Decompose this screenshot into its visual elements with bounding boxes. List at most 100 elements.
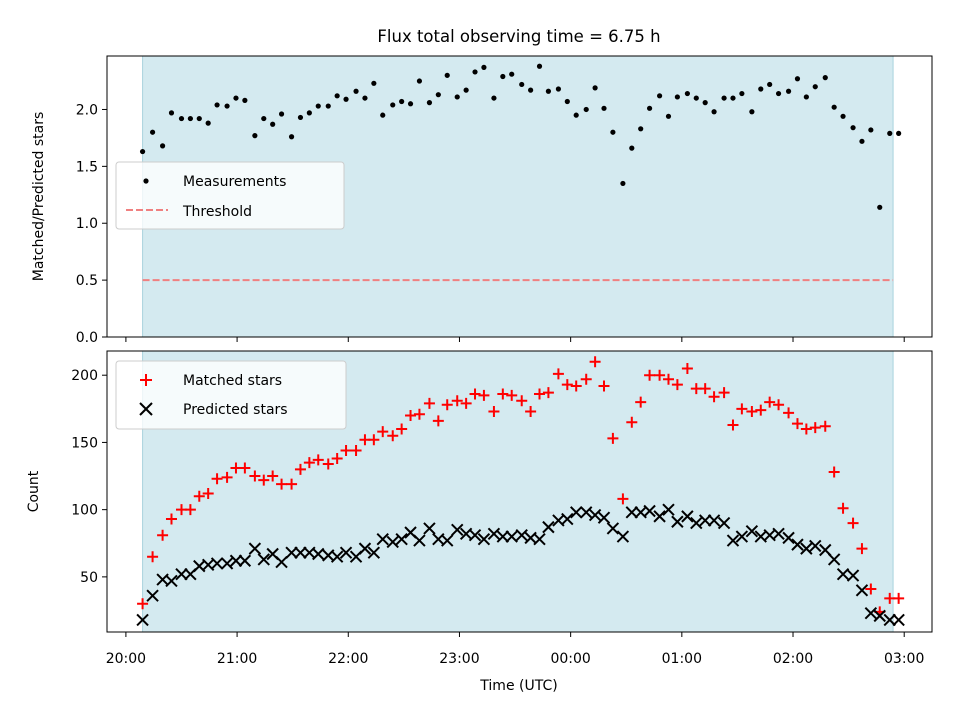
matched-point xyxy=(534,388,546,400)
predicted-point xyxy=(229,554,243,567)
measurement-point xyxy=(831,104,837,110)
matched-point xyxy=(211,473,223,485)
matched-point xyxy=(157,529,169,541)
predicted-point xyxy=(782,531,795,545)
matched-point xyxy=(699,383,711,395)
measurement-point xyxy=(380,112,386,118)
measurement-point xyxy=(371,80,377,86)
ratio-panel-axes: 0.0 0.5 1.0 1.5 2.0 xyxy=(76,56,905,346)
matched-point xyxy=(617,493,629,505)
measurement-point xyxy=(583,106,589,113)
measurement-point xyxy=(775,90,782,97)
y-tick-label: 1.0 xyxy=(76,216,98,232)
y-tick-label: 2.0 xyxy=(76,102,98,118)
predicted-point xyxy=(772,527,785,541)
measurement-point xyxy=(803,94,809,100)
matched-point xyxy=(736,403,748,415)
predicted-point xyxy=(745,524,759,538)
predicted-point xyxy=(505,530,518,543)
predicted-point xyxy=(312,547,325,561)
matched-point xyxy=(469,388,481,400)
x-tick-label: 00:00 xyxy=(550,651,590,667)
predicted-point xyxy=(883,613,896,627)
matched-point xyxy=(303,457,315,469)
predicted-point xyxy=(707,514,721,527)
matched-point xyxy=(662,373,674,385)
x-tick-label: 21:00 xyxy=(217,651,257,667)
measurement-point xyxy=(545,88,552,94)
measurement-point xyxy=(840,113,846,119)
measurement-point xyxy=(739,90,745,97)
measurement-point xyxy=(463,87,469,93)
predicted-point xyxy=(681,510,694,523)
measurement-point xyxy=(721,95,727,101)
y-tick-label: 200 xyxy=(71,368,98,384)
matched-point xyxy=(258,474,270,486)
predicted-point xyxy=(662,503,675,516)
measurement-point xyxy=(887,130,893,136)
matched-point xyxy=(165,513,177,525)
predicted-point xyxy=(330,550,344,563)
predicted-point xyxy=(413,534,426,547)
measurement-point xyxy=(491,95,497,101)
ratio-legend: Measurements Threshold xyxy=(115,161,345,230)
matched-point xyxy=(368,434,380,446)
measurement-point xyxy=(592,85,598,91)
measurement-point xyxy=(767,81,773,88)
x-tick-label: 01:00 xyxy=(662,651,702,667)
ratio-y-axis-label: Matched/Predicted stars xyxy=(31,112,47,282)
predicted-point xyxy=(386,535,399,549)
matched-point xyxy=(598,380,610,392)
predicted-point xyxy=(136,613,149,627)
measurement-point xyxy=(196,115,202,122)
predicted-point xyxy=(210,557,224,570)
measurement-point xyxy=(519,81,525,88)
measurement-point xyxy=(168,110,175,116)
matched-point xyxy=(294,463,306,475)
matched-point xyxy=(239,462,251,474)
measurement-point xyxy=(252,133,258,139)
legend-predicted-label: Predicted stars xyxy=(183,402,288,418)
chart-title: Flux total observing time = 6.75 h xyxy=(377,27,660,46)
measurement-point xyxy=(758,86,764,92)
predicted-point xyxy=(892,613,905,627)
predicted-point xyxy=(671,515,684,528)
x-tick-label: 23:00 xyxy=(439,651,479,667)
measurement-point xyxy=(509,71,515,77)
predicted-point xyxy=(477,533,491,546)
matched-point xyxy=(644,369,656,381)
predicted-point xyxy=(146,589,159,602)
measurement-point xyxy=(178,115,185,122)
measurement-point xyxy=(343,96,349,102)
measurement-point xyxy=(656,93,663,99)
predicted-point xyxy=(248,542,262,555)
matched-point xyxy=(561,379,573,391)
predicted-point xyxy=(451,523,464,537)
predicted-point xyxy=(606,522,620,535)
matched-point xyxy=(460,397,472,409)
matched-point xyxy=(626,416,638,428)
predicted-point xyxy=(855,584,869,597)
predicted-point xyxy=(468,528,482,542)
measurement-point xyxy=(528,87,534,93)
count-plot-frame xyxy=(106,350,933,633)
measurement-point xyxy=(315,103,321,109)
matched-point xyxy=(570,380,582,392)
matched-point xyxy=(506,389,518,401)
measurement-point xyxy=(481,64,487,70)
predicted-point xyxy=(873,609,886,623)
matched-point xyxy=(847,517,859,529)
predicted-point xyxy=(487,527,501,541)
count-legend: Matched stars Predicted stars xyxy=(115,360,347,430)
predicted-point xyxy=(285,546,298,559)
matched-point xyxy=(497,388,509,400)
measurement-point xyxy=(859,138,865,144)
predicted-point xyxy=(864,606,878,620)
measurement-point xyxy=(665,113,672,119)
predicted-point xyxy=(726,534,740,547)
measurement-point xyxy=(564,98,570,105)
matched-point xyxy=(865,583,877,595)
predicted-point xyxy=(643,504,656,518)
measurement-point xyxy=(205,120,211,126)
measurement-point xyxy=(270,121,276,127)
